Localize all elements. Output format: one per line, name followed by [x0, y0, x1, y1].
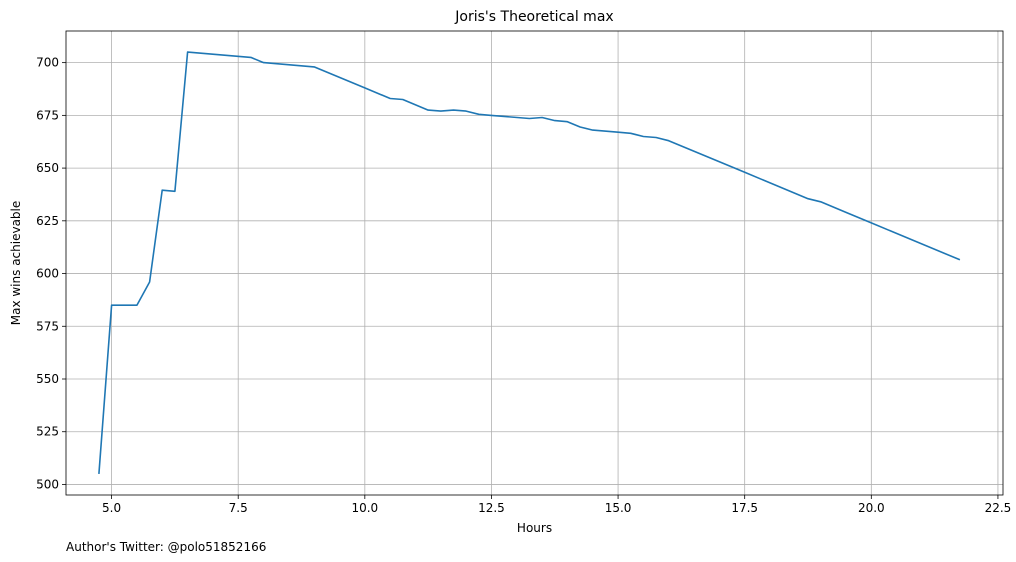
y-tick-label: 550: [36, 372, 59, 386]
x-tick-label: 22.5: [985, 501, 1012, 515]
y-axis-ticks: 500 525 550 575 600 625 650 675 700: [36, 56, 66, 491]
series-line: [98, 51, 961, 474]
y-tick-label: 575: [36, 319, 59, 333]
x-tick-label: 17.5: [731, 501, 758, 515]
x-tick-label: 7.5: [229, 501, 248, 515]
x-tick-label: 15.0: [605, 501, 632, 515]
x-axis-ticks: 5.0 7.5 10.0 12.5 15.0 17.5 20.0 22.5: [102, 495, 1011, 515]
y-axis-label: Max wins achievable: [9, 201, 23, 326]
y-tick-label: 700: [36, 56, 59, 70]
x-tick-label: 12.5: [478, 501, 505, 515]
chart-title: Joris's Theoretical max: [454, 9, 613, 25]
y-tick-label: 650: [36, 161, 59, 175]
y-tick-label: 500: [36, 477, 59, 491]
series-layer: [98, 51, 961, 474]
x-tick-label: 10.0: [351, 501, 378, 515]
grid: [66, 31, 1003, 495]
y-tick-label: 625: [36, 214, 59, 228]
x-tick-label: 5.0: [102, 501, 121, 515]
plot-area-frame: [65, 30, 1004, 496]
x-axis-label: Hours: [517, 521, 552, 535]
y-tick-label: 600: [36, 267, 59, 281]
y-tick-label: 525: [36, 425, 59, 439]
author-twitter-footnote: Author's Twitter: @polo51852166: [66, 540, 266, 554]
y-tick-label: 675: [36, 108, 59, 122]
x-tick-label: 20.0: [858, 501, 885, 515]
